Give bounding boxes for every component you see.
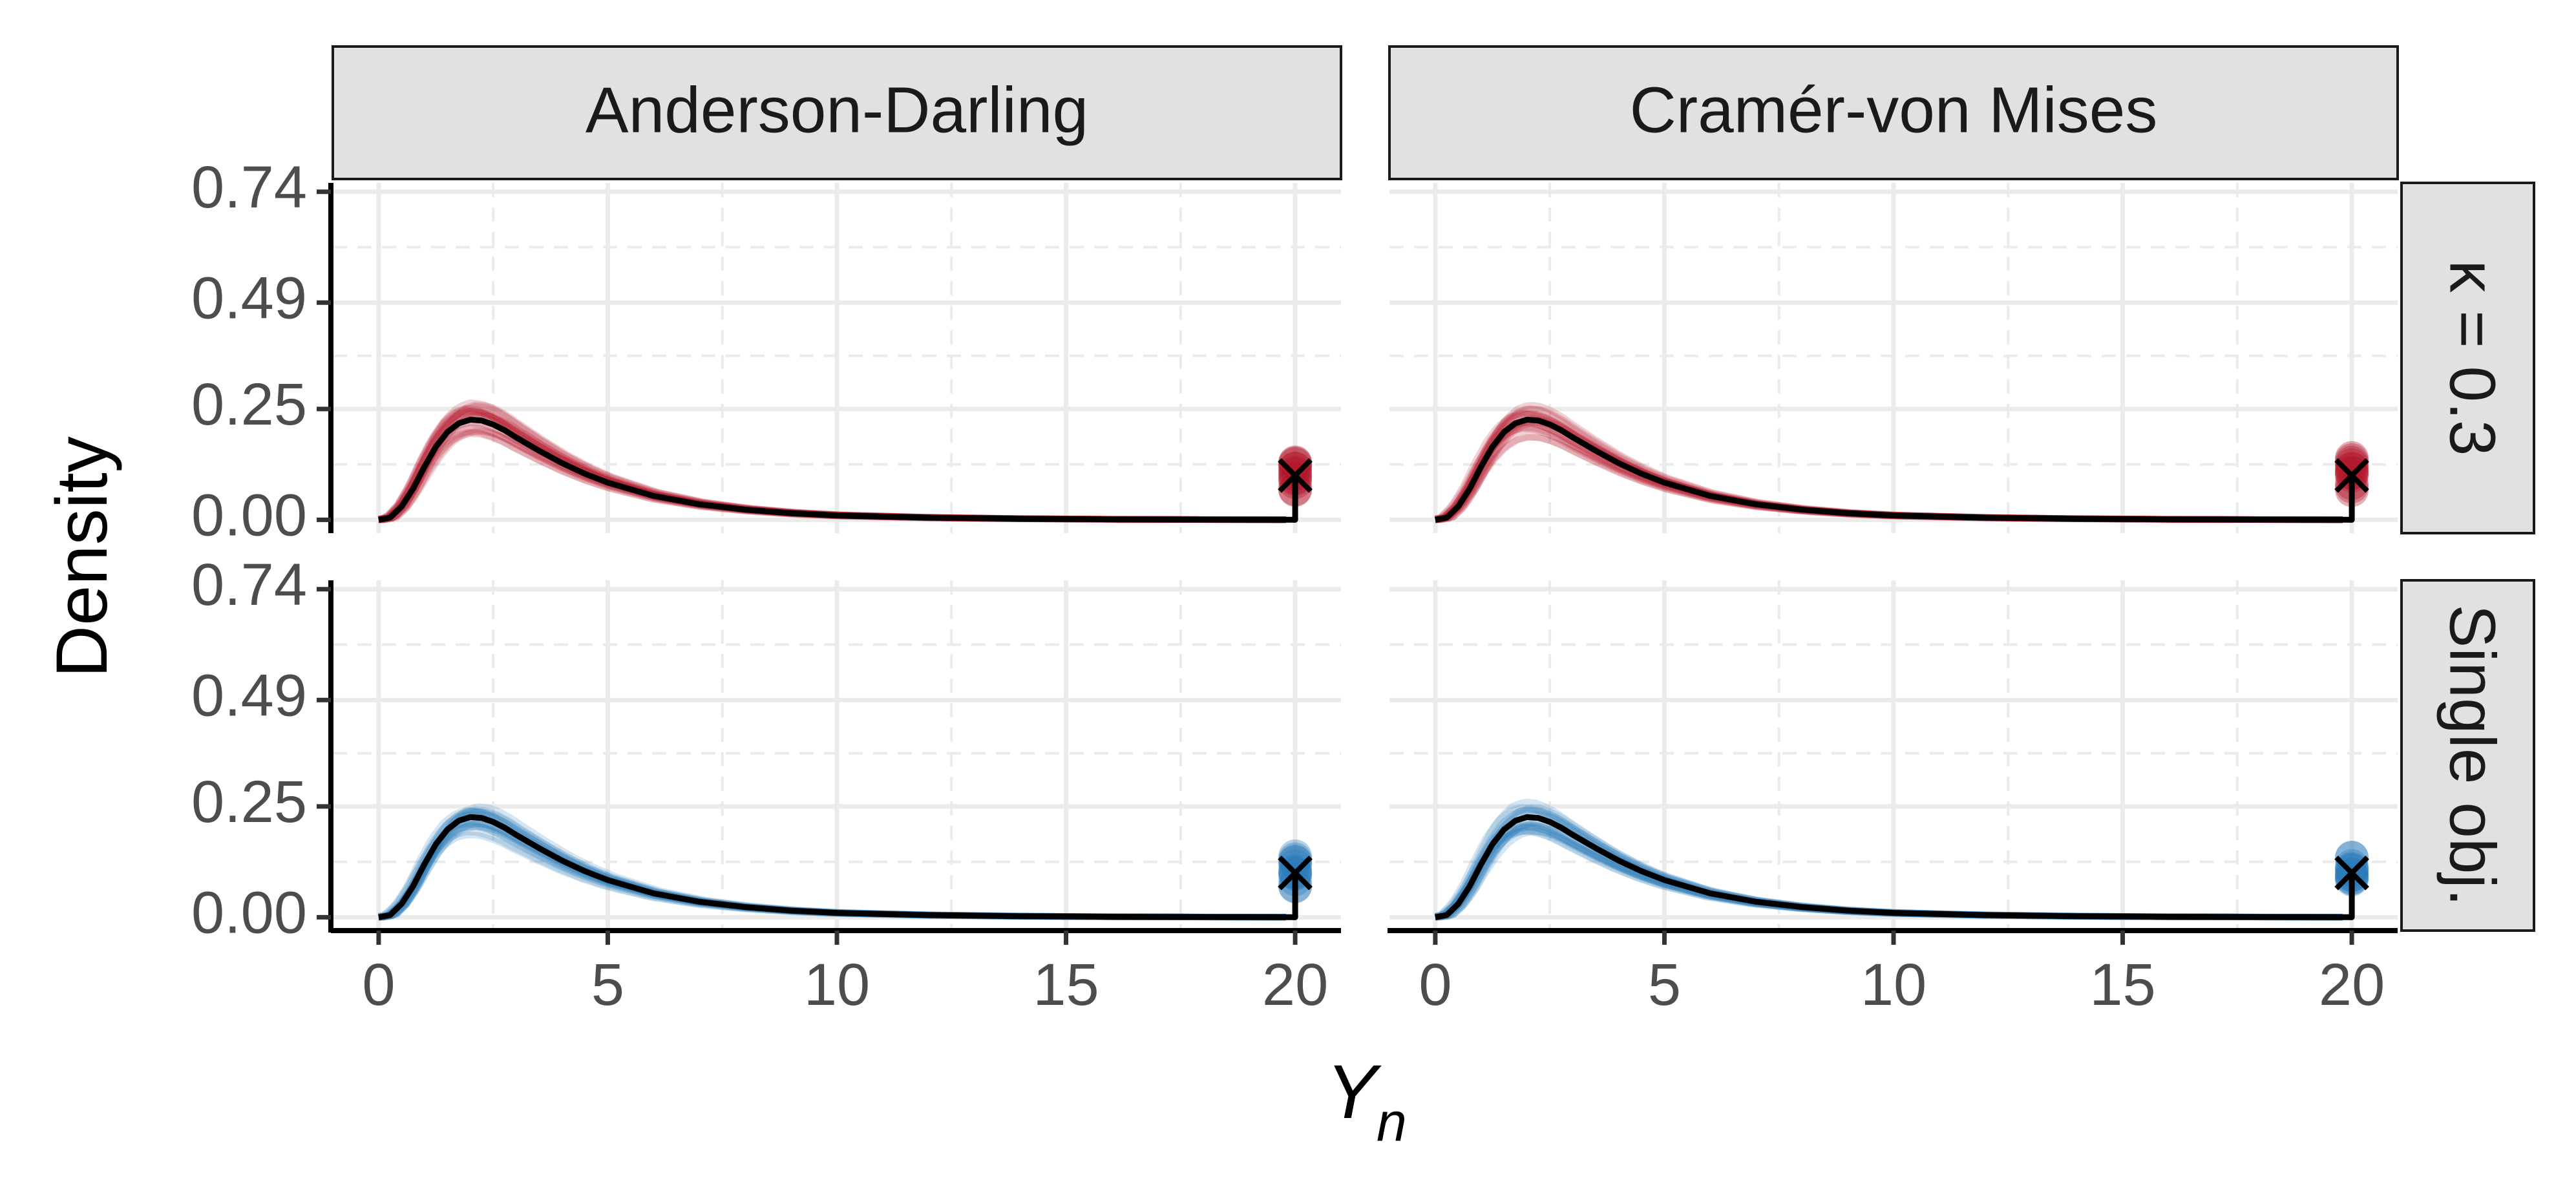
replicate-point-mass xyxy=(2335,445,2369,480)
point-mass-marker xyxy=(1278,855,1313,891)
x-tick-label: 5 xyxy=(1648,952,1681,1018)
x-axis-title-main: Y xyxy=(1326,1049,1382,1135)
y-tick-label: 0.74 xyxy=(191,552,307,618)
x-tick-label: 10 xyxy=(804,952,870,1018)
panel-anderson-darling-kappa xyxy=(333,183,1341,533)
replicate-point-mass xyxy=(1278,446,1313,480)
replicate-point-mass xyxy=(2335,849,2369,883)
y-tick-label: 0.49 xyxy=(191,266,307,332)
y-tick-label: 0.00 xyxy=(191,483,307,549)
x-tick-label: 15 xyxy=(2089,952,2155,1018)
replicate-point-mass xyxy=(2335,448,2369,482)
panel-cramer-von-mises-single-obj xyxy=(1389,580,2398,931)
replicate-point-mass xyxy=(1278,849,1313,883)
panel-cramer-von-mises-kappa xyxy=(1389,183,2398,533)
y-tick-label: 0.25 xyxy=(191,769,307,835)
x-tick-label: 20 xyxy=(2319,952,2385,1018)
x-tick-label: 20 xyxy=(1262,952,1328,1018)
replicate-point-mass xyxy=(2335,452,2369,486)
axis-ticks: 0.000.250.490.740.000.250.490.740 5 10 15 20… xyxy=(191,154,2385,1018)
point-mass-marker xyxy=(2334,458,2369,493)
row-strip-label: Single obj. xyxy=(2436,605,2509,907)
x-tick-label: 0 xyxy=(1419,952,1452,1018)
y-tick-label: 0.49 xyxy=(191,663,307,729)
row-strip-kappa: κ = 0.3 xyxy=(2400,182,2535,534)
column-strip-label: Anderson-Darling xyxy=(586,74,1088,146)
y-tick-label: 0.25 xyxy=(191,372,307,438)
point-mass-marker xyxy=(1278,458,1313,493)
x-tick-label: 10 xyxy=(1861,952,1927,1018)
row-strip-label: κ = 0.3 xyxy=(2436,260,2509,456)
replicate-point-mass xyxy=(2335,452,2369,487)
column-strip-cramer-von-mises: Cramér-von Mises xyxy=(1388,45,2399,180)
replicate-point-mass xyxy=(1278,452,1313,486)
replicate-point-mass xyxy=(1278,844,1313,878)
reference-density-curve xyxy=(1435,416,2355,523)
replicate-point-mass xyxy=(1278,447,1313,481)
reference-density-curve xyxy=(378,814,1298,920)
x-tick-label: 0 xyxy=(362,952,395,1018)
y-tick-label: 0.74 xyxy=(191,154,307,220)
replicate-point-mass xyxy=(1278,451,1313,485)
x-tick-label: 5 xyxy=(591,952,624,1018)
point-mass-marker xyxy=(2334,855,2369,891)
x-axis-title-subscript: n xyxy=(1377,1091,1407,1152)
reference-density-curve xyxy=(378,416,1298,523)
column-strip-label: Cramér-von Mises xyxy=(1630,74,2158,146)
replicate-point-mass xyxy=(1278,845,1313,880)
y-tick-label: 0.00 xyxy=(191,880,307,946)
y-axis-title: Density xyxy=(41,436,122,677)
x-axis-title: Y n xyxy=(1326,1049,1407,1152)
replicate-point-mass xyxy=(2335,851,2369,885)
row-strip-single-obj: Single obj. xyxy=(2400,579,2535,932)
x-tick-label: 15 xyxy=(1033,952,1099,1018)
column-strip-anderson-darling: Anderson-Darling xyxy=(332,45,1342,180)
panel-anderson-darling-single-obj xyxy=(333,580,1341,931)
reference-density-curve xyxy=(1435,814,2355,920)
